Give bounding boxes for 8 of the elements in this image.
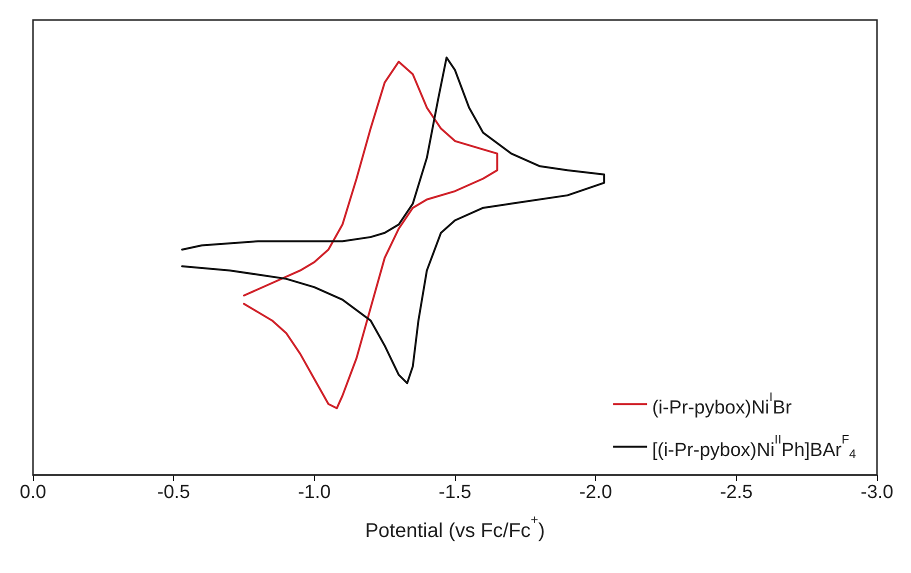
x-tick-label: 0.0 xyxy=(20,482,46,503)
x-axis-title: Potential (vs Fc/Fc+) xyxy=(365,512,545,542)
x-tick-label: -0.5 xyxy=(157,482,190,503)
x-tick-label: -1.5 xyxy=(438,482,472,503)
x-tick-label: -1.0 xyxy=(298,482,331,503)
x-tick-label: -2.5 xyxy=(720,482,753,503)
x-tick-label: -2.0 xyxy=(579,482,612,503)
x-tick-label: -3.0 xyxy=(860,482,894,503)
